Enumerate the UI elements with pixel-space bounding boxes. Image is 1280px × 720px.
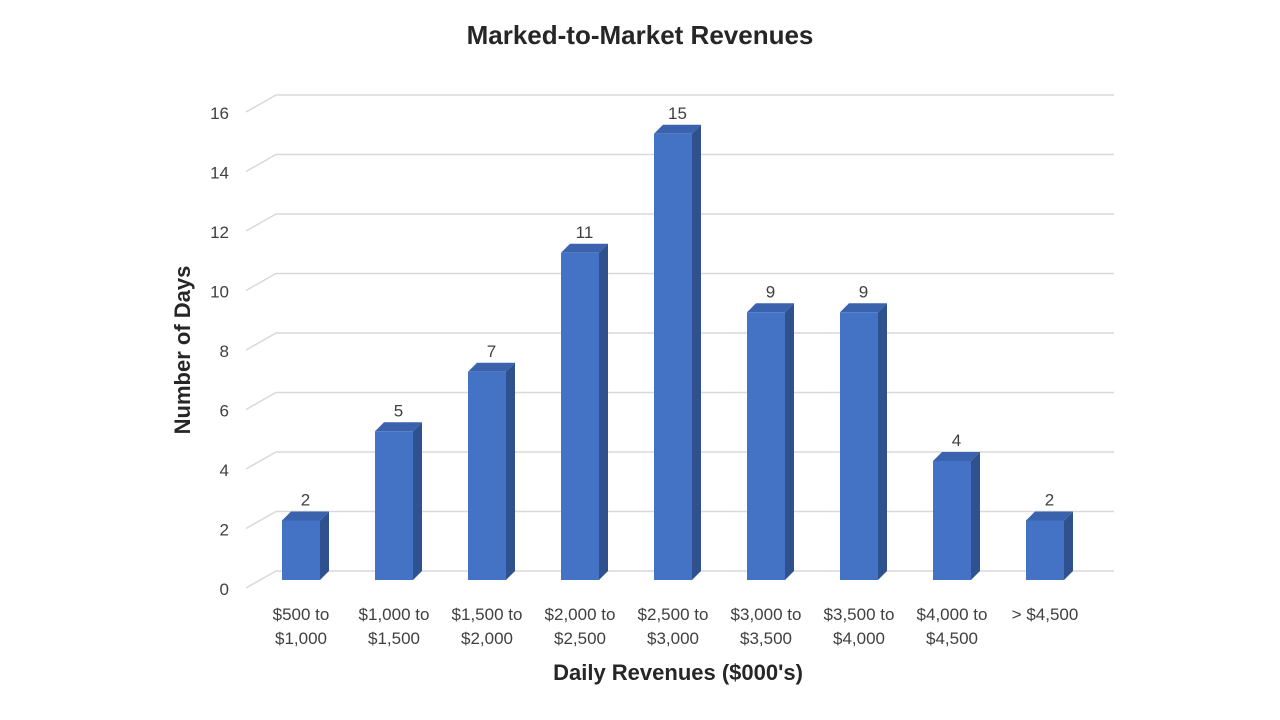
gridline — [245, 391, 1114, 411]
y-tick-label: 2 — [220, 521, 229, 540]
bar-top — [282, 511, 329, 521]
x-tick-label: $1,500 to $2,000 — [452, 605, 523, 648]
bar — [933, 452, 980, 580]
data-label: 9 — [859, 282, 868, 301]
x-tick-label: $3,500 to $4,000 — [824, 605, 895, 648]
bar-side — [506, 362, 515, 580]
bar-side — [971, 452, 980, 580]
bar-front — [933, 461, 971, 580]
gridline — [245, 272, 1114, 292]
bar-front — [561, 252, 599, 580]
bar — [282, 511, 329, 580]
gridline — [245, 510, 1114, 530]
x-tick-label: $2,500 to $3,000 — [638, 605, 709, 648]
gridline — [245, 213, 1114, 232]
x-tick-label: > $4,500 — [1012, 605, 1079, 624]
y-tick-label: 4 — [220, 461, 229, 480]
bar-side — [1064, 511, 1073, 580]
data-label: 7 — [487, 342, 496, 361]
bar-top — [747, 303, 794, 313]
data-label: 2 — [1045, 491, 1054, 510]
bar — [1026, 511, 1073, 580]
gridline — [245, 94, 1114, 113]
y-axis-ticks: 0 2 4 6 8 10 12 14 16 — [210, 104, 229, 599]
bar-side — [413, 422, 422, 580]
bar-front — [468, 371, 506, 580]
bar-side — [785, 303, 794, 580]
gridline — [245, 570, 1114, 589]
x-axis-ticks: $500 to $1,000 $1,000 to $1,500 $1,500 to $2,… — [273, 605, 1079, 648]
bar-front — [282, 520, 320, 580]
data-label: 11 — [576, 223, 594, 242]
bar-front — [654, 133, 692, 580]
y-tick-label: 10 — [210, 283, 229, 302]
y-axis-title: Number of Days — [170, 265, 195, 435]
data-label: 2 — [301, 491, 310, 510]
x-axis-title: Daily Revenues ($000's) — [553, 660, 803, 685]
y-tick-label: 8 — [220, 342, 229, 361]
bar-side — [878, 303, 887, 580]
y-tick-label: 6 — [220, 402, 229, 421]
x-tick-label: $4,000 to $4,500 — [917, 605, 988, 648]
gridline — [245, 153, 1114, 173]
bar-top — [561, 243, 608, 253]
y-tick-label: 12 — [210, 223, 229, 242]
bar-side — [692, 124, 701, 580]
chart-title: Marked-to-Market Revenues — [466, 20, 814, 50]
x-tick-label: $1,000 to $1,500 — [359, 605, 430, 648]
gridlines — [245, 94, 1114, 589]
x-tick-label: $2,000 to $2,500 — [545, 605, 616, 648]
bars — [282, 124, 1073, 580]
bar-front — [747, 312, 785, 580]
bar-top — [468, 362, 515, 372]
bar-front — [375, 431, 413, 580]
data-label: 4 — [952, 431, 961, 450]
gridline — [245, 451, 1114, 470]
gridline — [245, 332, 1114, 351]
bar-side — [599, 243, 608, 580]
y-tick-label: 0 — [220, 580, 229, 599]
data-label: 5 — [394, 401, 403, 420]
bar-top — [840, 303, 887, 313]
bar — [375, 422, 422, 580]
y-tick-label: 14 — [210, 164, 229, 183]
bar-side — [320, 511, 329, 580]
bar-top — [933, 452, 980, 461]
bar-front — [1026, 520, 1064, 580]
bar-top — [654, 124, 701, 134]
x-tick-label: $500 to $1,000 — [273, 605, 330, 648]
bar — [468, 362, 515, 580]
bar-front — [840, 312, 878, 580]
bar — [840, 303, 887, 580]
bar — [747, 303, 794, 580]
bar — [561, 243, 608, 580]
data-label: 9 — [766, 282, 775, 301]
data-label: 15 — [668, 104, 687, 123]
bar — [654, 124, 701, 580]
x-tick-label: $3,000 to $3,500 — [731, 605, 802, 648]
y-tick-label: 16 — [210, 104, 229, 123]
data-labels: 2 5 7 11 15 9 9 4 2 — [301, 104, 1054, 510]
bar-top — [375, 422, 422, 432]
bar-top — [1026, 511, 1073, 521]
